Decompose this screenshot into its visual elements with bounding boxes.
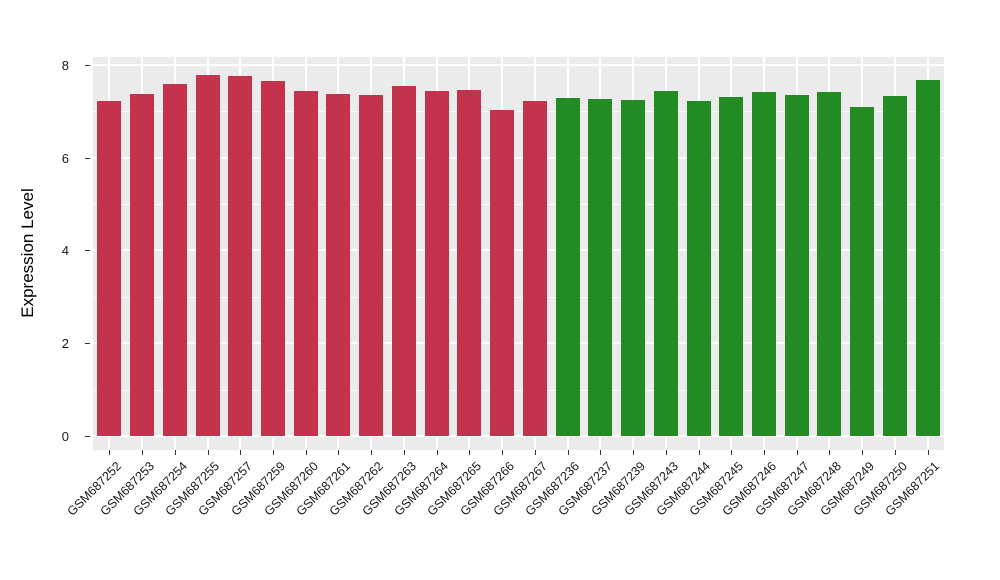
y-tick-label: 4 bbox=[61, 243, 69, 259]
x-tick-mark bbox=[207, 450, 209, 455]
bar-GSM687261 bbox=[326, 94, 351, 436]
bar-GSM687244 bbox=[686, 100, 711, 436]
x-tick-mark bbox=[534, 450, 536, 455]
x-tick-mark bbox=[665, 450, 667, 455]
bar-GSM687246 bbox=[751, 92, 776, 436]
x-tick-mark bbox=[142, 450, 144, 455]
bar-GSM687265 bbox=[457, 89, 482, 436]
bar-GSM687236 bbox=[555, 98, 580, 436]
x-tick-mark bbox=[698, 450, 700, 455]
x-tick-mark bbox=[371, 450, 373, 455]
bar-GSM687250 bbox=[882, 96, 907, 436]
bar-GSM687266 bbox=[490, 109, 515, 436]
gridline-major bbox=[93, 342, 944, 345]
bar-GSM687252 bbox=[97, 101, 122, 436]
x-tick-mark bbox=[109, 450, 111, 455]
x-tick-mark bbox=[240, 450, 242, 455]
bar-GSM687247 bbox=[784, 95, 809, 436]
bar-GSM687267 bbox=[522, 101, 547, 436]
bar-GSM687253 bbox=[130, 94, 155, 436]
x-tick-mark bbox=[600, 450, 602, 455]
x-tick-mark bbox=[763, 450, 765, 455]
y-tick-mark bbox=[85, 250, 90, 252]
bar-GSM687249 bbox=[850, 107, 875, 436]
bar-GSM687248 bbox=[817, 92, 842, 436]
y-tick-label: 0 bbox=[61, 429, 69, 444]
x-tick-mark bbox=[469, 450, 471, 455]
gridline-minor bbox=[93, 204, 944, 205]
bar-GSM687264 bbox=[424, 91, 449, 436]
x-tick-mark bbox=[174, 450, 176, 455]
y-tick-mark bbox=[85, 64, 90, 66]
bar-GSM687257 bbox=[228, 75, 253, 436]
gridline-minor bbox=[93, 296, 944, 298]
bar-GSM687263 bbox=[391, 85, 416, 436]
x-tick-mark bbox=[273, 450, 275, 455]
bar-GSM687237 bbox=[588, 98, 613, 436]
y-tick-mark bbox=[85, 343, 90, 345]
bar-GSM687245 bbox=[719, 96, 744, 436]
y-tick-mark bbox=[85, 436, 90, 437]
bar-GSM687243 bbox=[653, 91, 678, 436]
x-tick-mark bbox=[436, 450, 438, 455]
x-tick-mark bbox=[862, 450, 864, 455]
bar-GSM687239 bbox=[621, 100, 646, 436]
bar-GSM687259 bbox=[261, 81, 286, 436]
gridline-major bbox=[93, 156, 944, 159]
gridline-major bbox=[93, 249, 944, 252]
bar-GSM687255 bbox=[195, 74, 220, 436]
bar-GSM687251 bbox=[915, 79, 940, 436]
x-tick-mark bbox=[731, 450, 733, 455]
bar-GSM687260 bbox=[293, 91, 318, 436]
plot-panel bbox=[93, 57, 944, 450]
y-tick-label: 6 bbox=[61, 150, 69, 166]
gridline-minor bbox=[93, 389, 944, 391]
gridline-major bbox=[93, 63, 944, 66]
gridline-major bbox=[93, 435, 944, 437]
x-tick-mark bbox=[567, 450, 569, 455]
gridline-minor bbox=[93, 111, 944, 113]
y-tick-label: 8 bbox=[61, 57, 69, 73]
y-tick-label: 2 bbox=[61, 336, 69, 352]
x-tick-mark bbox=[927, 450, 929, 455]
x-tick-mark bbox=[338, 450, 340, 455]
x-tick-mark bbox=[403, 450, 405, 455]
bar-GSM687262 bbox=[359, 95, 384, 436]
x-tick-mark bbox=[829, 450, 831, 455]
x-tick-mark bbox=[894, 450, 896, 455]
x-tick-mark bbox=[305, 450, 307, 455]
bar-GSM687254 bbox=[162, 84, 187, 436]
x-tick-mark bbox=[796, 450, 798, 455]
x-tick-mark bbox=[633, 450, 635, 455]
y-tick-mark bbox=[85, 157, 90, 159]
x-tick-mark bbox=[502, 450, 504, 455]
